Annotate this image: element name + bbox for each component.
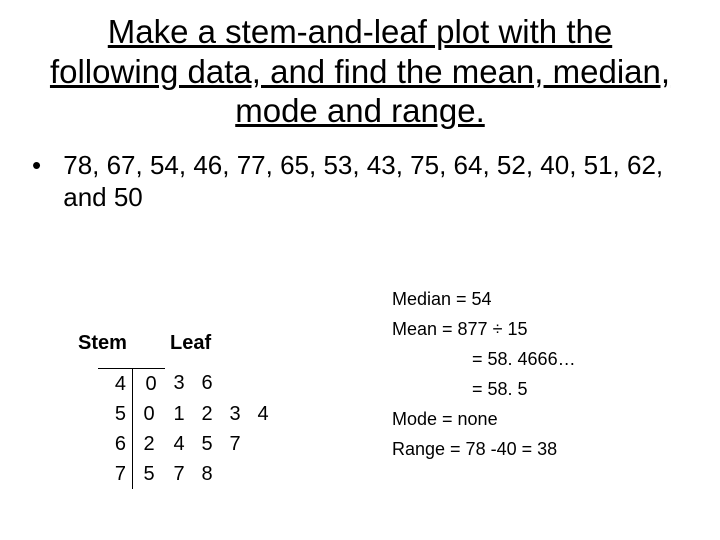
range-line: Range = 78 -40 = 38 <box>392 440 576 458</box>
mean-line-2: = 58. 4666… <box>392 350 576 368</box>
leaf-cell: 8 <box>193 459 221 489</box>
leaf-cell <box>249 429 277 459</box>
stats-block: Median = 54 Mean = 877 ÷ 15 = 58. 4666… … <box>392 290 576 470</box>
leaf-cell <box>221 459 249 489</box>
leaf-cell: 7 <box>221 429 249 459</box>
leaf-cell: 3 <box>221 399 249 429</box>
leaf-cell: 6 <box>193 369 221 400</box>
leaf-cell: 0 <box>133 369 166 400</box>
leaf-cell: 1 <box>165 399 193 429</box>
mean-line-1: Mean = 877 ÷ 15 <box>392 320 576 338</box>
stem-cell: 4 <box>98 369 133 400</box>
table-row: 4 0 3 6 <box>98 369 277 400</box>
stemleaf-table: 4 0 3 6 5 0 1 2 3 4 6 2 4 5 7 <box>98 368 277 489</box>
data-list: 78, 67, 54, 46, 77, 65, 53, 43, 75, 64, … <box>63 149 663 214</box>
leaf-cell: 3 <box>165 369 193 400</box>
leaf-cell <box>221 369 249 400</box>
mode-line: Mode = none <box>392 410 576 428</box>
leaf-cell <box>249 459 277 489</box>
slide: Make a stem-and-leaf plot with the follo… <box>0 0 720 540</box>
leaf-cell <box>249 369 277 400</box>
table-row: 6 2 4 5 7 <box>98 429 277 459</box>
leaf-cell: 2 <box>133 429 166 459</box>
leaf-cell: 4 <box>165 429 193 459</box>
median-line: Median = 54 <box>392 290 576 308</box>
slide-title: Make a stem-and-leaf plot with the follo… <box>0 0 720 131</box>
leaf-cell: 7 <box>165 459 193 489</box>
leaf-cell: 5 <box>133 459 166 489</box>
leaf-cell: 2 <box>193 399 221 429</box>
leaf-header: Leaf <box>170 332 211 355</box>
stem-header: Stem <box>78 332 127 355</box>
leaf-cell: 4 <box>249 399 277 429</box>
table-row: 7 5 7 8 <box>98 459 277 489</box>
stem-cell: 7 <box>98 459 133 489</box>
mean-line-3: = 58. 5 <box>392 380 576 398</box>
leaf-cell: 5 <box>193 429 221 459</box>
stem-cell: 5 <box>98 399 133 429</box>
leaf-cell: 0 <box>133 399 166 429</box>
table-row: 5 0 1 2 3 4 <box>98 399 277 429</box>
stem-cell: 6 <box>98 429 133 459</box>
bullet-dot: • <box>32 149 56 182</box>
data-bullet: • 78, 67, 54, 46, 77, 65, 53, 43, 75, 64… <box>32 149 720 214</box>
